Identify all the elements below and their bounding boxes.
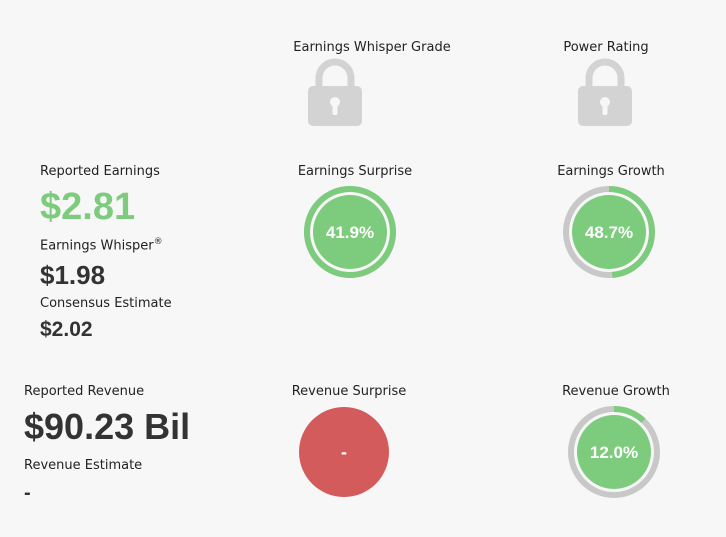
earnings-surprise-ring: 41.9% bbox=[304, 186, 396, 278]
revenue-estimate-value: - bbox=[24, 482, 31, 504]
whisper-grade-lock-icon bbox=[308, 58, 362, 126]
revenue-growth-ring: 12.0% bbox=[568, 406, 660, 498]
reported-earnings-label: Reported Earnings bbox=[40, 164, 160, 179]
revenue-growth-disc bbox=[577, 415, 651, 489]
earnings-surprise-arc bbox=[304, 186, 396, 278]
revenue-growth-label: Revenue Growth bbox=[562, 384, 670, 399]
earnings-whisper-grade-label: Earnings Whisper Grade bbox=[293, 40, 451, 55]
revenue-surprise-label: Revenue Surprise bbox=[291, 384, 407, 399]
earnings-growth-ring: 48.7% bbox=[563, 186, 655, 278]
earnings-surprise-disc bbox=[313, 195, 387, 269]
earnings-surprise-value: 41.9% bbox=[326, 223, 374, 242]
revenue-surprise-value: - bbox=[341, 442, 347, 462]
earnings-surprise-label: Earnings Surprise bbox=[297, 164, 413, 179]
consensus-estimate-label: Consensus Estimate bbox=[40, 296, 172, 311]
power-rating-label: Power Rating bbox=[563, 40, 649, 55]
earnings-growth-disc bbox=[572, 195, 646, 269]
consensus-estimate-value: $2.02 bbox=[40, 318, 93, 341]
earnings-growth-label: Earnings Growth bbox=[557, 164, 665, 179]
reported-revenue-label: Reported Revenue bbox=[24, 384, 145, 399]
earnings-growth-arc bbox=[563, 186, 655, 278]
earnings-whisper-value: $1.98 bbox=[40, 260, 106, 290]
revenue-growth-value: 12.0% bbox=[590, 443, 638, 462]
earnings-whisper-label: Earnings Whisper® bbox=[40, 237, 163, 254]
reported-earnings-value: $2.81 bbox=[40, 186, 136, 228]
revenue-surprise-disc: - bbox=[299, 407, 389, 497]
revenue-estimate-label: Revenue Estimate bbox=[24, 458, 143, 473]
earnings-growth-value: 48.7% bbox=[585, 223, 633, 242]
reported-revenue-value: $90.23 Bil bbox=[24, 406, 191, 447]
power-rating-lock-icon bbox=[578, 58, 632, 126]
revenue-growth-arc bbox=[568, 406, 660, 498]
